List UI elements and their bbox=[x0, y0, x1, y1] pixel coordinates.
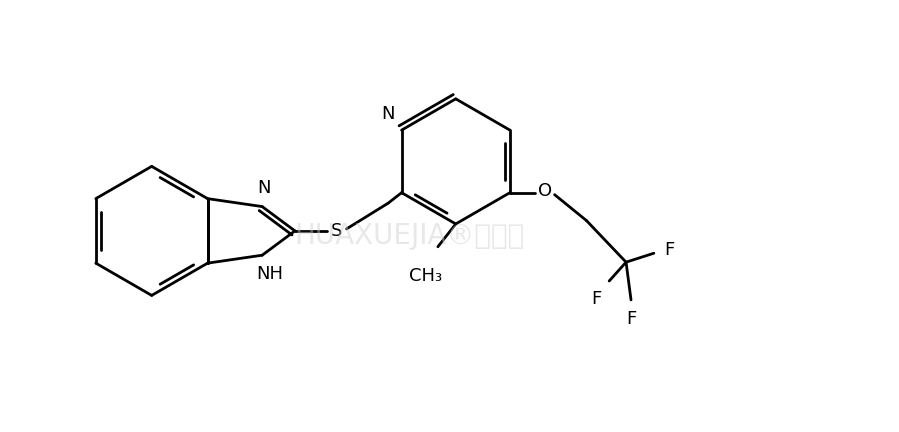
Text: F: F bbox=[663, 241, 674, 259]
Text: S: S bbox=[331, 222, 343, 240]
Text: N: N bbox=[257, 179, 271, 197]
Text: O: O bbox=[538, 182, 552, 200]
Text: F: F bbox=[591, 290, 601, 308]
Text: F: F bbox=[626, 310, 636, 328]
Text: N: N bbox=[381, 105, 395, 123]
Text: CH₃: CH₃ bbox=[409, 267, 442, 285]
Text: HUAXUEJIA®化学加: HUAXUEJIA®化学加 bbox=[295, 222, 525, 250]
Text: NH: NH bbox=[256, 265, 283, 283]
